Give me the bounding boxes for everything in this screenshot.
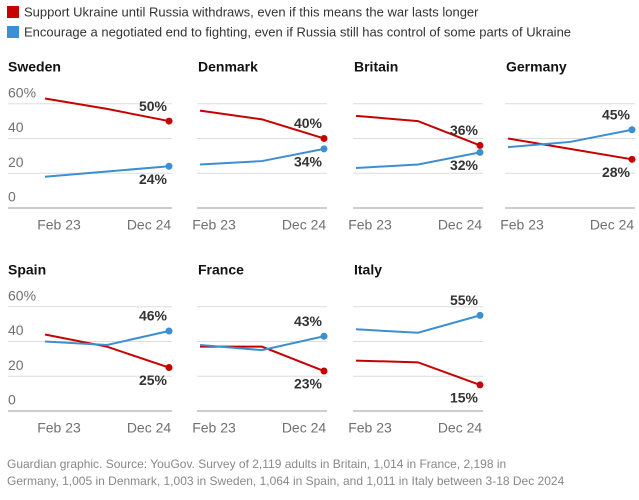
end-point (165, 364, 173, 372)
y-tick-label: 0 (8, 189, 16, 205)
legend-swatch (7, 26, 19, 38)
y-tick-label: 40 (8, 322, 24, 338)
end-point (320, 134, 328, 142)
value-label: 15% (450, 390, 479, 406)
y-tick-label: 0 (8, 392, 16, 408)
legend-label: Encourage a negotiated end to fighting, … (24, 24, 571, 39)
source: Guardian graphic. Source: YouGov. Survey… (7, 457, 565, 488)
x-tick-label: Feb 23 (37, 420, 81, 436)
value-label: 46% (139, 308, 168, 324)
line (199, 109, 325, 140)
line (199, 147, 325, 166)
value-label: 24% (139, 171, 168, 187)
end-point (476, 311, 484, 319)
end-point (476, 148, 484, 156)
x-tick-label: Dec 24 (438, 420, 483, 436)
panel-title: France (198, 262, 244, 278)
panel-title: Germany (506, 59, 567, 75)
end-point (320, 145, 328, 153)
end-point (628, 155, 636, 163)
end-point (476, 141, 484, 149)
end-point (476, 381, 484, 389)
x-tick-label: Dec 24 (127, 420, 172, 436)
x-tick-label: Dec 24 (282, 420, 327, 436)
value-label: 23% (294, 376, 323, 392)
x-tick-label: Feb 23 (500, 217, 544, 233)
line (44, 97, 170, 123)
end-point (165, 162, 173, 170)
value-label: 34% (294, 154, 323, 170)
x-tick-label: Dec 24 (590, 217, 635, 233)
x-tick-label: Feb 23 (192, 217, 236, 233)
value-label: 55% (450, 292, 479, 308)
end-point (320, 332, 328, 340)
y-tick-label: 20 (8, 154, 24, 170)
line (44, 333, 170, 369)
end-point (320, 367, 328, 375)
y-tick-label: 60% (8, 84, 36, 100)
panel-title: Sweden (8, 59, 61, 75)
panel-title: Britain (354, 59, 398, 75)
line (355, 151, 481, 170)
panel-title: Italy (354, 262, 382, 278)
y-tick-label: 60% (8, 287, 36, 303)
value-label: 36% (450, 122, 479, 138)
x-tick-label: Feb 23 (348, 420, 392, 436)
end-point (165, 117, 173, 125)
panel-title: Denmark (198, 59, 258, 75)
line (355, 359, 481, 386)
value-label: 32% (450, 157, 479, 173)
line (507, 137, 633, 161)
x-tick-label: Dec 24 (438, 217, 483, 233)
line (355, 314, 481, 334)
end-point (165, 327, 173, 335)
y-tick-label: 40 (8, 119, 24, 135)
x-tick-label: Feb 23 (37, 217, 81, 233)
value-label: 28% (602, 164, 631, 180)
y-tick-label: 20 (8, 357, 24, 373)
legend-label: Support Ukraine until Russia withdraws, … (24, 4, 479, 19)
line (44, 165, 170, 178)
x-tick-label: Feb 23 (348, 217, 392, 233)
panel-title: Spain (8, 262, 46, 278)
x-tick-label: Feb 23 (192, 420, 236, 436)
end-point (628, 126, 636, 134)
value-label: 40% (294, 115, 323, 131)
value-label: 43% (294, 313, 323, 329)
line (199, 335, 325, 352)
legend-swatch (7, 6, 19, 18)
x-tick-label: Dec 24 (127, 217, 172, 233)
line (355, 114, 481, 147)
line (44, 330, 170, 346)
value-label: 25% (139, 372, 168, 388)
value-label: 45% (602, 106, 631, 122)
x-tick-label: Dec 24 (282, 217, 327, 233)
line (507, 128, 633, 149)
value-label: 50% (139, 98, 168, 114)
